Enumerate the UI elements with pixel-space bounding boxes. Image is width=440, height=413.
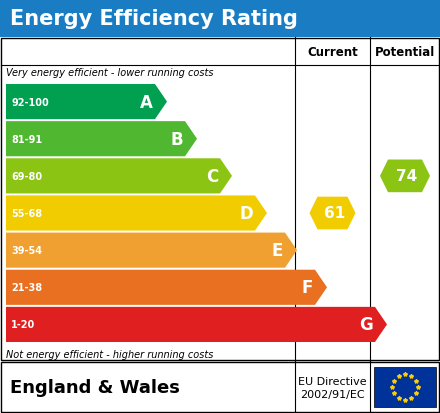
Text: B: B	[170, 131, 183, 148]
Text: Energy Efficiency Rating: Energy Efficiency Rating	[10, 9, 298, 29]
Text: 1-20: 1-20	[11, 320, 35, 330]
Text: C: C	[206, 167, 218, 185]
Text: 39-54: 39-54	[11, 246, 42, 256]
Text: F: F	[302, 279, 313, 297]
Text: D: D	[239, 204, 253, 223]
Text: 2002/91/EC: 2002/91/EC	[300, 389, 365, 399]
Text: EU Directive: EU Directive	[298, 376, 367, 386]
Bar	[1, 39, 439, 360]
Polygon shape	[6, 85, 167, 120]
Text: Current: Current	[307, 45, 358, 58]
Polygon shape	[380, 160, 430, 193]
Text: England & Wales: England & Wales	[10, 378, 180, 396]
Bar	[0, 0, 440, 38]
Text: Potential: Potential	[375, 45, 435, 58]
Polygon shape	[309, 197, 356, 230]
Text: 69-80: 69-80	[11, 171, 42, 181]
Polygon shape	[6, 196, 267, 231]
Polygon shape	[6, 159, 232, 194]
Polygon shape	[6, 307, 387, 342]
Text: G: G	[359, 316, 373, 334]
Polygon shape	[6, 233, 297, 268]
Text: Not energy efficient - higher running costs: Not energy efficient - higher running co…	[6, 349, 213, 359]
Text: 81-91: 81-91	[11, 134, 42, 145]
Text: 74: 74	[396, 169, 418, 184]
Polygon shape	[6, 122, 197, 157]
Text: Very energy efficient - lower running costs: Very energy efficient - lower running co…	[6, 68, 213, 78]
Text: 92-100: 92-100	[11, 97, 49, 107]
Polygon shape	[6, 270, 327, 305]
Bar	[1, 362, 439, 412]
Text: A: A	[140, 93, 153, 111]
Bar	[374, 367, 436, 407]
Text: 55-68: 55-68	[11, 209, 42, 218]
Text: E: E	[271, 242, 283, 259]
Text: 61: 61	[324, 206, 345, 221]
Text: 21-38: 21-38	[11, 282, 42, 292]
